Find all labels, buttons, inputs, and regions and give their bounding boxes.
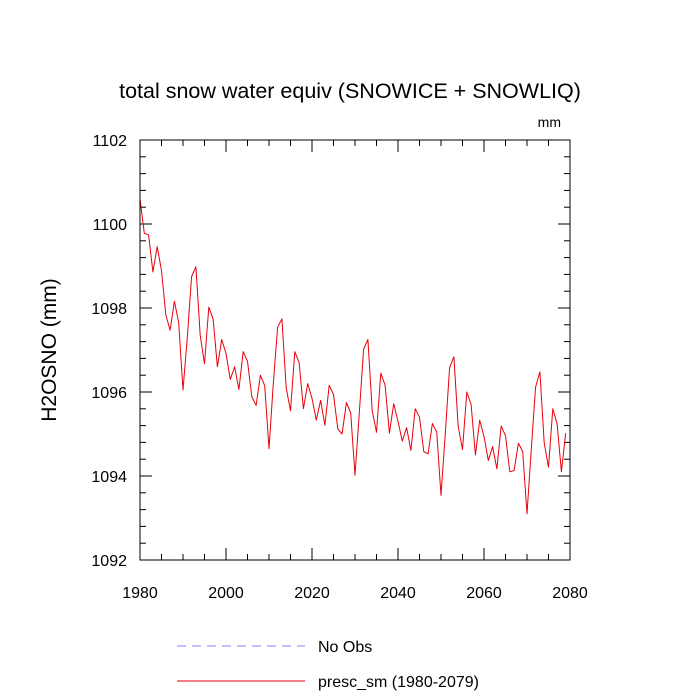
x-tick-label: 2020	[294, 585, 330, 602]
x-tick-label: 1980	[122, 585, 158, 602]
y-axis-label: H2OSNO (mm)	[38, 278, 61, 422]
legend: No Obs presc_sm (1980-2079)	[177, 639, 479, 691]
axis-ticks	[139, 139, 571, 561]
x-tick-label: 2040	[380, 585, 416, 602]
y-tick-label: 1092	[91, 553, 127, 570]
units-label: mm	[538, 114, 561, 130]
y-tick-label: 1102	[93, 133, 128, 150]
x-tick-label: 2080	[552, 585, 588, 602]
series-line-presc-sm	[139, 198, 567, 515]
y-tick-label: 1100	[93, 217, 128, 234]
tick-labels: 1980 2000 2020 2040 2060 2080 1092 1094 1096 1098…	[91, 133, 587, 602]
y-tick-label: 1094	[91, 469, 127, 486]
chart-title: total snow water equiv (SNOWICE + SNOWLI…	[119, 79, 581, 103]
legend-label-presc-sm: presc_sm (1980-2079)	[318, 674, 479, 691]
plot-lines	[139, 198, 567, 515]
y-tick-label: 1096	[91, 385, 127, 402]
x-tick-label: 2000	[208, 585, 244, 602]
legend-label-no-obs: No Obs	[318, 639, 372, 656]
x-tick-label: 2060	[466, 585, 502, 602]
plot-frame	[139, 139, 571, 561]
y-tick-label: 1098	[91, 301, 127, 318]
